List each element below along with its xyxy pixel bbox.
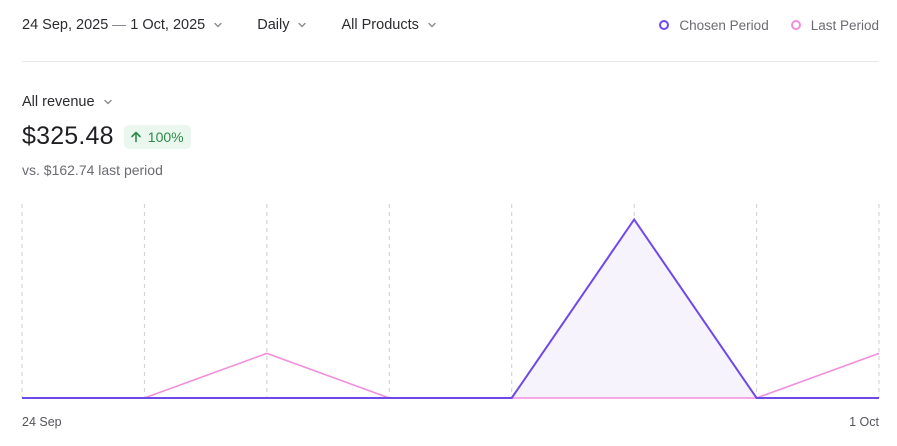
chevron-down-icon: [214, 22, 222, 28]
x-axis-label-end: 1 Oct: [849, 415, 879, 429]
x-axis-label-start: 24 Sep: [22, 415, 62, 429]
legend-item-last-period: Last Period: [790, 17, 879, 33]
date-range-dash: [112, 24, 127, 26]
chevron-down-icon: [428, 22, 436, 28]
chart-legend: Chosen Period Last Period: [637, 18, 879, 33]
chosen-period-line: [22, 217, 879, 399]
header-divider: [22, 61, 879, 62]
change-badge: 100%: [123, 124, 191, 149]
metric-selector-dropdown[interactable]: All revenue: [22, 94, 113, 110]
legend-item-chosen-period: Chosen Period: [659, 17, 769, 33]
chevron-down-icon: [298, 22, 307, 28]
metric-summary: $325.48 100%: [22, 122, 191, 151]
revenue-line-chart: 24 Sep 1 Oct: [21, 204, 880, 429]
date-start: 24 Sep, 2025: [22, 17, 109, 33]
change-percent: 100%: [147, 128, 184, 145]
chevron-down-icon: [103, 99, 112, 105]
legend-label-last: Last Period: [810, 17, 879, 33]
product-filter-label: All Products: [341, 17, 419, 33]
legend-label-chosen: Chosen Period: [679, 17, 769, 33]
comparison-text: vs. $162.74 last period: [22, 162, 163, 178]
product-filter-dropdown[interactable]: All Products: [341, 17, 436, 33]
chosen-period-area: [22, 219, 879, 398]
chosen-period-dot-icon: [659, 20, 670, 30]
arrow-up-icon: [130, 131, 141, 142]
date-range-dropdown[interactable]: 24 Sep, 2025 1 Oct, 2025: [22, 17, 223, 33]
last-period-dot-icon: [790, 20, 801, 30]
metric-value: $325.48: [22, 122, 114, 150]
granularity-label: Daily: [257, 17, 290, 33]
date-end: 1 Oct, 2025: [130, 17, 206, 33]
metric-selector-label: All revenue: [22, 94, 95, 110]
toolbar: 24 Sep, 2025 1 Oct, 2025 Daily All Produ…: [22, 0, 879, 50]
granularity-dropdown[interactable]: Daily: [257, 17, 307, 33]
